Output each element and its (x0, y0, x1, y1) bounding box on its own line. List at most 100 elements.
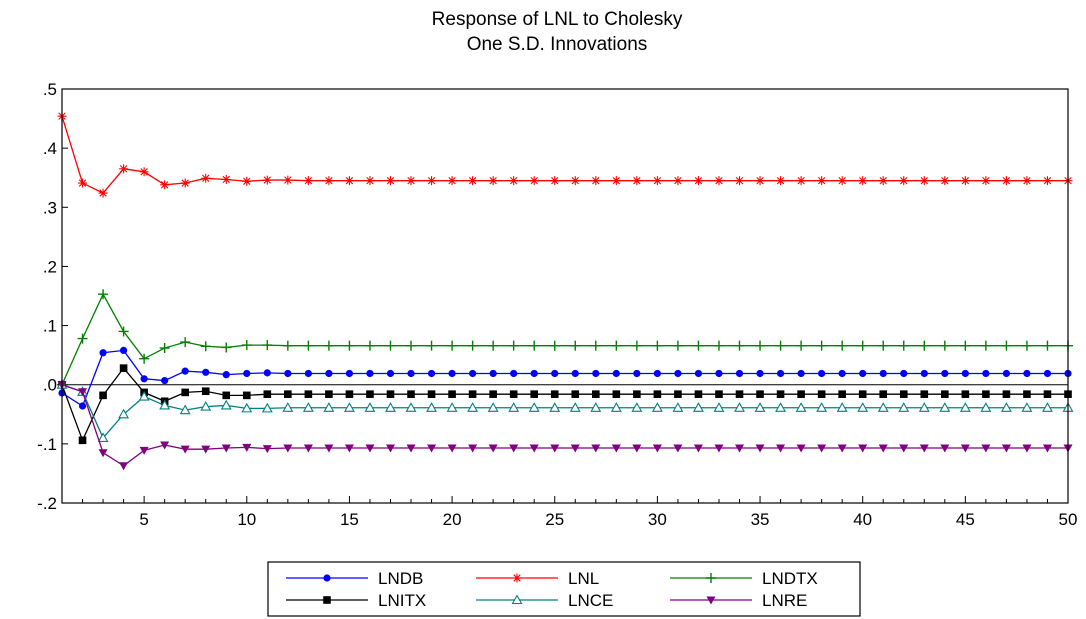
data-point-lndb (448, 369, 456, 378)
data-point-lnl (303, 176, 313, 186)
data-point-lndb (1043, 369, 1052, 378)
x-tick-label: 35 (751, 510, 770, 529)
data-point-lndb (222, 371, 230, 379)
data-point-lndb (510, 369, 518, 378)
data-point-lnl (529, 176, 539, 186)
data-point-lnre (139, 446, 149, 455)
data-point-lnce (549, 402, 561, 412)
data-point-lnce (734, 402, 745, 412)
legend-box (267, 561, 861, 617)
data-point-lnitx (982, 390, 990, 398)
data-point-lnce (775, 402, 787, 412)
data-point-lndtx (77, 333, 88, 344)
data-point-lnitx (591, 390, 600, 398)
data-point-lnre (981, 444, 991, 453)
data-point-lnre (960, 444, 970, 453)
data-point-lndtx (139, 353, 150, 364)
data-point-lnitx (386, 390, 395, 398)
data-point-lnce (836, 402, 848, 412)
x-tick-label: 20 (443, 510, 462, 529)
data-point-lndtx (1021, 340, 1032, 351)
data-point-lnl (776, 176, 786, 186)
data-point-lnce (138, 390, 150, 401)
data-point-lnl (714, 176, 724, 186)
chart-title-line-1: Response of LNL to Cholesky (432, 9, 683, 30)
data-point-lnitx (1043, 390, 1052, 398)
data-point-lndb (961, 369, 969, 378)
data-point-lnitx (735, 390, 744, 398)
data-point-lnce (754, 402, 766, 412)
data-point-lnitx (222, 391, 231, 400)
data-point-lnre (344, 444, 354, 453)
legend-label: LNRE (762, 591, 807, 610)
chart-title: Response of LNL to Cholesky One S.D. Inn… (432, 9, 683, 55)
data-point-lnl (406, 176, 416, 186)
data-point-lnitx (181, 388, 189, 397)
data-point-lndb (715, 369, 723, 378)
data-point-lndb (818, 369, 826, 378)
data-point-lndb (633, 369, 641, 378)
series-line-lnl (61, 116, 1068, 194)
data-point-lnce (795, 402, 807, 412)
data-point-lnce (97, 432, 109, 442)
data-point-lndtx (919, 340, 930, 351)
data-point-lnitx (530, 390, 539, 398)
data-point-lndtx (529, 340, 540, 351)
data-point-lnre (714, 444, 724, 453)
data-point-lnitx (489, 390, 497, 398)
data-point-lnl (632, 176, 642, 186)
data-point-lnre (796, 444, 806, 453)
data-point-lnl (427, 176, 437, 186)
data-point-lnre (693, 444, 703, 453)
data-point-lndtx (200, 341, 211, 352)
data-point-lnce (1021, 402, 1033, 412)
data-point-lnre (468, 444, 478, 453)
data-point-lnce (918, 402, 930, 412)
data-point-lnl (98, 188, 108, 198)
data-point-lndb (797, 369, 805, 378)
data-point-lndb (776, 369, 785, 378)
data-point-lnitx (858, 390, 867, 398)
legend-label: LNCE (568, 591, 613, 610)
data-point-lnl (488, 176, 498, 186)
data-point-lndb (181, 367, 189, 375)
data-point-lnce (651, 402, 663, 412)
data-point-lnre (78, 388, 88, 397)
data-point-lnitx (920, 390, 929, 398)
data-point-lnce (713, 402, 725, 412)
data-point-lnl (735, 176, 745, 186)
data-point-lndb (756, 369, 764, 378)
y-tick-label: .2 (43, 257, 57, 276)
data-point-lnitx (612, 390, 621, 398)
data-point-lnl (509, 176, 519, 186)
data-point-lnitx (407, 390, 415, 398)
data-point-lndb (119, 346, 128, 355)
data-point-lnre (180, 445, 190, 454)
legend-entry-lnre: LNRE (670, 591, 807, 610)
data-point-lnre (652, 444, 662, 453)
series-line-lndb (61, 349, 1068, 407)
data-point-lndtx (837, 340, 848, 351)
data-point-lnl (981, 176, 991, 186)
data-point-lndtx (939, 340, 950, 351)
data-point-lnce (220, 399, 232, 410)
data-point-lnl (160, 180, 170, 190)
data-point-lnitx (468, 390, 477, 398)
data-point-lndb (592, 369, 600, 378)
data-point-lnitx (653, 390, 662, 398)
data-point-lndtx (611, 340, 622, 351)
data-point-lndtx (755, 340, 766, 351)
data-point-lnce (959, 402, 971, 412)
data-point-lndb (674, 369, 682, 378)
data-point-lndb (407, 369, 415, 378)
data-point-lnitx (242, 391, 251, 400)
data-point-lndb (99, 349, 107, 357)
data-point-lnce (159, 399, 171, 410)
data-point-lndtx (303, 340, 314, 351)
data-point-lnitx (571, 390, 580, 398)
data-point-lnce (200, 400, 212, 411)
x-tick-label: 50 (1059, 510, 1078, 529)
legend-entry-lndtx: LNDTX (670, 569, 818, 588)
legend-swatch-marker (512, 573, 522, 583)
data-point-lndtx (878, 340, 889, 351)
